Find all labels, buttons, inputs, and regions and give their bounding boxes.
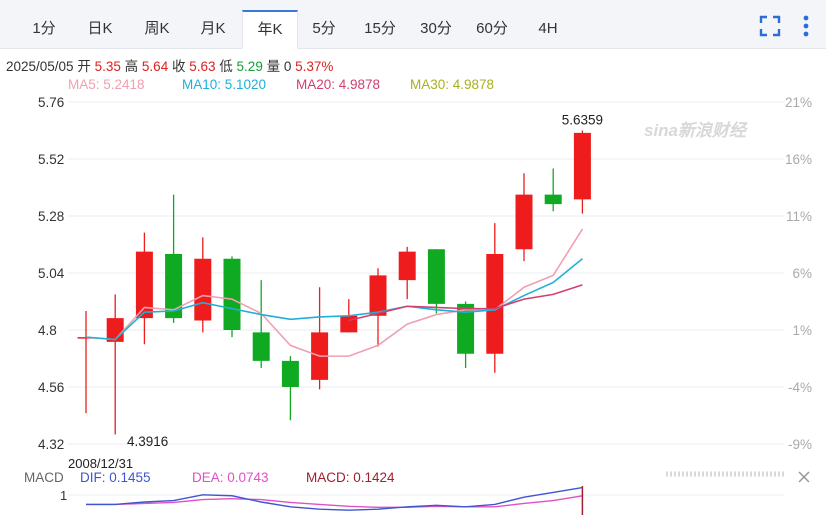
tab-5min[interactable]: 5分: [312, 20, 336, 37]
sina-watermark: sina新浪财经: [644, 121, 748, 140]
percent-tick-label: -9%: [788, 437, 812, 452]
candle-down: [281, 360, 299, 387]
tab-1min[interactable]: 1分: [32, 20, 56, 37]
candle-down: [223, 258, 241, 330]
price-tick-label: 4.8: [38, 323, 57, 338]
tab-month-k[interactable]: 月K: [200, 20, 226, 37]
tab-day-k[interactable]: 日K: [87, 20, 113, 37]
price-tick-label: 5.76: [38, 95, 64, 110]
high-value: 5.64: [141, 59, 169, 74]
low-label: 低: [219, 59, 233, 74]
close-macd-icon: [798, 471, 810, 483]
ma20-line: [348, 284, 583, 322]
percent-axis: 21% 16% 11% 6% 1% -4% -9%: [785, 95, 812, 452]
candle-down: [544, 194, 562, 205]
change-percent: 5.37%: [295, 59, 334, 74]
candle-up: [573, 132, 591, 200]
candle-up: [515, 194, 533, 250]
info-date: 2025/05/05: [6, 59, 74, 74]
percent-tick-label: 6%: [792, 266, 812, 281]
tab-30min[interactable]: 30分: [420, 20, 452, 37]
candle-up: [486, 254, 504, 354]
period-tab-bar: 1分 日K 周K 月K 年K 5分 15分 30分 60分 4H: [0, 0, 826, 49]
max-price-label: 5.6359: [562, 113, 603, 128]
macd-panel: MACD DIF: 0.1455 DEA: 0.0743 MACD: 0.1424 1: [24, 470, 810, 515]
volume-value: 0: [283, 59, 292, 74]
price-tick-label: 4.32: [38, 437, 64, 452]
tab-4h[interactable]: 4H: [538, 20, 558, 37]
percent-tick-label: 1%: [792, 323, 812, 338]
price-tick-label: 5.28: [38, 209, 64, 224]
dea-legend: DEA: 0.0743: [192, 470, 269, 485]
percent-tick-label: 11%: [786, 209, 812, 224]
candle-up: [135, 251, 153, 319]
open-label: 开: [77, 59, 91, 74]
close-value: 5.63: [189, 59, 216, 74]
price-tick-label: 5.52: [38, 152, 64, 167]
candles-layer: [77, 130, 591, 435]
candle-up: [398, 251, 416, 281]
candle-down: [457, 303, 475, 354]
tab-15min[interactable]: 15分: [364, 20, 396, 37]
macd-tick-label: 1: [60, 488, 67, 503]
price-tick-label: 4.56: [38, 380, 64, 395]
ohlc-info-row: 2025/05/05 开 5.35 高 5.64 收 5.63 低 5.29 量…: [6, 55, 333, 75]
tab-year-k[interactable]: 年K: [242, 10, 298, 49]
first-date-label: 2008/12/31: [68, 456, 133, 471]
open-value: 5.35: [94, 59, 121, 74]
ma5-line: [85, 228, 584, 357]
ma30-legend: MA30: 4.9878: [410, 77, 495, 92]
high-label: 高: [124, 59, 139, 74]
percent-tick-label: 16%: [785, 152, 812, 167]
min-price-label: 4.3916: [127, 434, 168, 449]
tab-60min[interactable]: 60分: [476, 20, 508, 37]
price-tick-label: 5.04: [38, 266, 65, 281]
candle-up: [369, 275, 387, 316]
price-axis: 5.76 5.52 5.28 5.04 4.8 4.56 4.32: [38, 95, 65, 452]
macd-title: MACD: [24, 470, 64, 485]
percent-tick-label: 21%: [785, 95, 812, 110]
volume-label: 量: [266, 59, 281, 74]
close-label: 收: [171, 59, 186, 74]
candle-up: [194, 258, 212, 321]
low-value: 5.29: [236, 59, 263, 74]
fullscreen-icon[interactable]: [758, 14, 782, 38]
ma20-legend: MA20: 4.9878: [296, 77, 381, 92]
percent-tick-label: -4%: [788, 380, 812, 395]
macd-legend: MACD: 0.1424: [306, 470, 395, 485]
more-vertical-icon[interactable]: [794, 14, 818, 38]
candle-down: [427, 249, 445, 304]
ma-lines-layer: [85, 228, 584, 357]
candle-down: [165, 254, 183, 319]
dif-line: [86, 486, 583, 511]
chart-grid: [68, 101, 784, 445]
tab-week-k[interactable]: 周K: [144, 20, 170, 37]
extreme-labels: 5.6359 4.3916 2008/12/31: [68, 113, 603, 472]
ma5-legend: MA5: 5.2418: [68, 77, 145, 92]
candle-down: [252, 332, 270, 361]
ma10-legend: MA10: 5.1020: [182, 77, 267, 92]
dif-legend: DIF: 0.1455: [80, 470, 151, 485]
dea-line: [86, 495, 583, 508]
